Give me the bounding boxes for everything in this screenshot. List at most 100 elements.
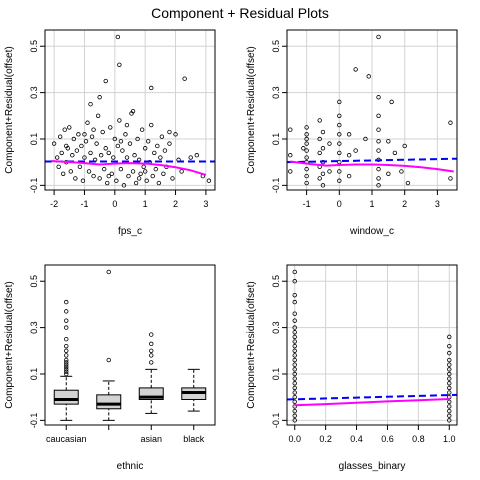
data-point bbox=[98, 153, 104, 158]
y-axis-label: Component+Residual(offset) bbox=[246, 281, 257, 408]
box-outlier bbox=[149, 348, 154, 353]
data-point bbox=[103, 146, 108, 151]
data-point bbox=[447, 404, 452, 409]
x-tick-label: 0.8 bbox=[412, 434, 425, 444]
data-point bbox=[74, 148, 80, 153]
smooth-line bbox=[290, 160, 454, 173]
data-point bbox=[86, 169, 92, 174]
data-point bbox=[68, 169, 74, 174]
data-point bbox=[288, 153, 293, 158]
figure-title: Component + Residual Plots bbox=[151, 5, 329, 21]
data-point bbox=[346, 153, 352, 158]
data-point bbox=[118, 139, 124, 144]
data-point bbox=[447, 413, 452, 418]
data-point bbox=[363, 136, 368, 142]
data-point bbox=[447, 376, 452, 381]
y-axis-label: Component+Residual(offset) bbox=[4, 46, 15, 173]
data-point bbox=[51, 141, 57, 146]
data-point bbox=[77, 164, 83, 170]
data-point bbox=[124, 155, 130, 160]
data-point bbox=[59, 150, 64, 156]
data-point bbox=[106, 173, 111, 179]
y-tick-label: 0.3 bbox=[271, 86, 281, 99]
box-outlier bbox=[64, 364, 69, 370]
x-tick-label: 0.2 bbox=[319, 434, 332, 444]
data-point bbox=[155, 143, 160, 149]
data-point bbox=[115, 143, 121, 149]
data-point bbox=[292, 413, 297, 418]
x-tick-label: 1 bbox=[369, 199, 374, 209]
data-point bbox=[292, 330, 297, 335]
box-outlier bbox=[64, 343, 69, 349]
y-tick-label: -0.1 bbox=[29, 178, 39, 194]
box-black bbox=[181, 368, 207, 412]
x-tick-label: -1 bbox=[303, 199, 311, 209]
linear-fit-line bbox=[286, 393, 458, 401]
x-tick-label: asian bbox=[140, 434, 162, 444]
box-outlier bbox=[106, 269, 111, 275]
y-axis-label: Component+Residual(offset) bbox=[4, 281, 15, 408]
data-point bbox=[149, 122, 154, 128]
y-tick-label: 0.1 bbox=[29, 368, 39, 381]
data-point bbox=[292, 292, 297, 298]
data-point bbox=[447, 418, 452, 423]
plot-frame bbox=[44, 264, 216, 426]
box-asian bbox=[138, 332, 164, 414]
y-tick-label: 0.5 bbox=[271, 40, 281, 53]
data-point bbox=[188, 155, 193, 160]
data-point bbox=[79, 143, 84, 149]
data-point bbox=[288, 169, 293, 174]
data-point bbox=[141, 164, 146, 170]
data-point bbox=[173, 132, 178, 137]
data-point bbox=[127, 141, 133, 146]
x-axis-label: window_c bbox=[349, 226, 394, 237]
data-point bbox=[317, 118, 322, 123]
y-tick-label: 0.3 bbox=[29, 321, 39, 334]
data-point bbox=[292, 269, 297, 275]
x-tick-label: 1.0 bbox=[443, 434, 456, 444]
y-tick-label: -0.1 bbox=[271, 178, 281, 194]
data-point bbox=[402, 143, 407, 149]
data-point bbox=[304, 180, 309, 186]
x-tick-label: 3 bbox=[435, 199, 440, 209]
box-outlier bbox=[106, 357, 111, 363]
data-point bbox=[447, 367, 452, 372]
data-point bbox=[376, 166, 381, 172]
data-point bbox=[115, 34, 121, 40]
data-point bbox=[292, 390, 297, 395]
data-point bbox=[206, 178, 212, 183]
data-point bbox=[167, 141, 172, 146]
data-point bbox=[366, 74, 371, 79]
data-point bbox=[317, 176, 322, 181]
data-point bbox=[70, 153, 75, 158]
x-tick-label: caucasian bbox=[46, 434, 87, 444]
data-point bbox=[88, 102, 93, 107]
box-outlier bbox=[64, 367, 69, 372]
box-caucasian bbox=[53, 299, 79, 421]
data-point bbox=[121, 183, 127, 188]
data-point bbox=[376, 148, 381, 153]
x-tick-label: 0.6 bbox=[381, 434, 394, 444]
linear-fit-line bbox=[286, 157, 458, 164]
data-point bbox=[292, 311, 297, 316]
data-point bbox=[376, 183, 381, 188]
box-outlier bbox=[64, 325, 69, 330]
data-point bbox=[292, 325, 297, 330]
box-body bbox=[138, 387, 164, 400]
data-point bbox=[292, 371, 297, 377]
data-point bbox=[61, 171, 66, 176]
data-point bbox=[376, 95, 381, 100]
data-point bbox=[317, 136, 322, 142]
data-point bbox=[447, 381, 452, 386]
data-point bbox=[337, 150, 342, 156]
data-point bbox=[56, 164, 61, 170]
data-point bbox=[304, 166, 309, 172]
box-outlier bbox=[64, 337, 69, 342]
y-tick-label: 0.5 bbox=[29, 40, 39, 53]
data-point bbox=[327, 169, 332, 174]
box-outlier bbox=[64, 357, 69, 363]
data-point bbox=[346, 132, 352, 137]
x-tick-label: -1 bbox=[80, 199, 88, 209]
data-point bbox=[142, 146, 148, 151]
